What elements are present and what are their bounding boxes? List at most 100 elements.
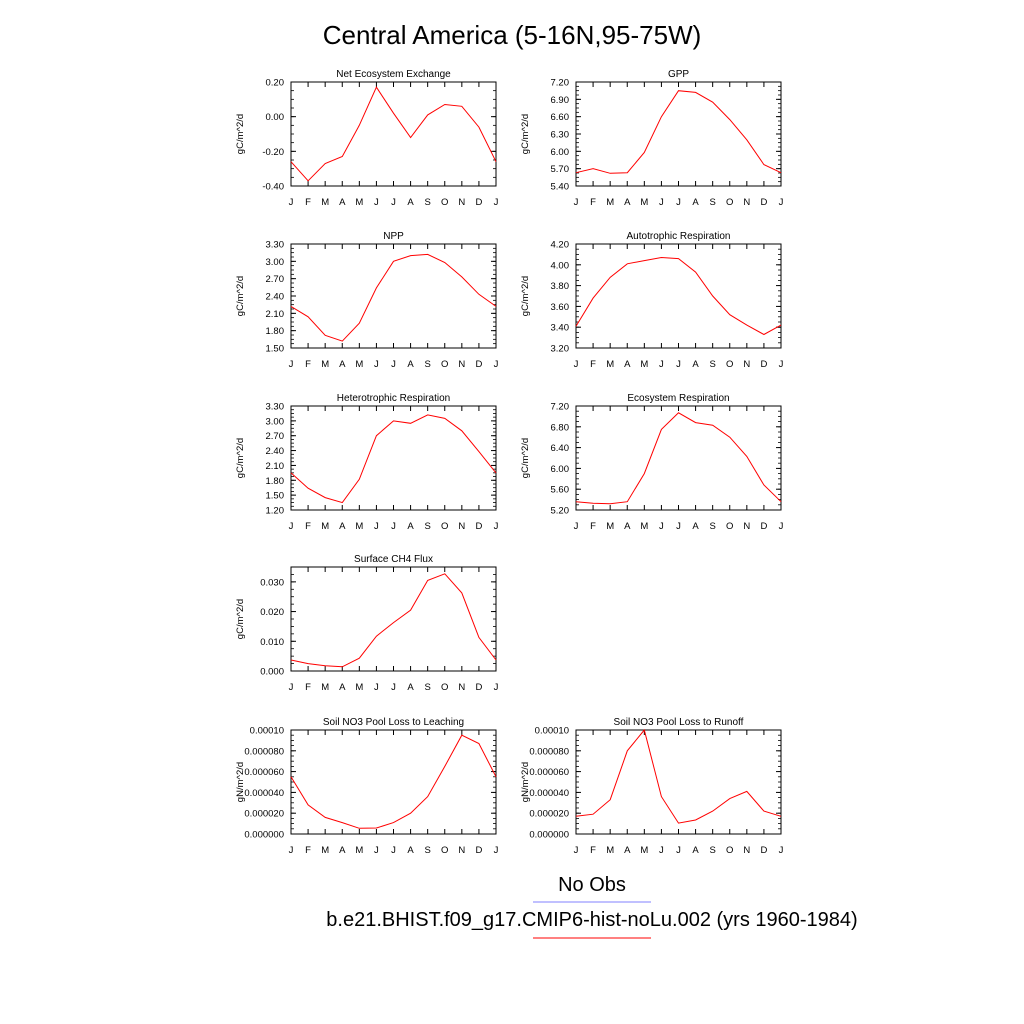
x-tick-label: J xyxy=(494,682,499,693)
x-tick-label: M xyxy=(606,359,614,370)
y-axis-label: gC/m^2/d xyxy=(520,276,531,316)
x-tick-label: N xyxy=(458,359,465,370)
x-tick-label: A xyxy=(407,682,414,693)
series-line xyxy=(290,734,497,829)
y-tick-label: -0.20 xyxy=(262,147,284,158)
series-line xyxy=(290,253,497,342)
panel-title: Surface CH4 Flux xyxy=(354,554,433,565)
y-tick-label: 6.40 xyxy=(551,443,570,454)
x-tick-label: J xyxy=(659,845,664,856)
x-tick-label: S xyxy=(709,521,715,532)
x-tick-label: J xyxy=(289,197,294,208)
x-tick-label: F xyxy=(590,845,596,856)
y-tick-label: -0.40 xyxy=(262,182,284,193)
panel-title: Heterotrophic Respiration xyxy=(337,393,450,404)
x-tick-label: S xyxy=(709,197,715,208)
x-tick-label: M xyxy=(321,845,329,856)
y-tick-label: 2.40 xyxy=(266,292,285,303)
x-tick-label: A xyxy=(624,521,631,532)
y-tick-label: 5.60 xyxy=(551,485,570,496)
y-tick-label: 2.40 xyxy=(266,446,285,457)
y-tick-label: 3.40 xyxy=(551,323,570,334)
y-tick-label: 0.000 xyxy=(260,667,284,678)
x-tick-label: A xyxy=(339,359,346,370)
x-tick-label: S xyxy=(424,197,430,208)
y-tick-label: 3.80 xyxy=(551,281,570,292)
x-tick-label: J xyxy=(676,521,681,532)
x-tick-label: J xyxy=(391,521,396,532)
x-tick-label: S xyxy=(709,359,715,370)
x-tick-label: A xyxy=(339,197,346,208)
x-tick-label: M xyxy=(640,359,648,370)
plot-frame xyxy=(290,243,497,349)
x-tick-label: J xyxy=(676,359,681,370)
x-tick-label: D xyxy=(475,197,482,208)
x-tick-label: D xyxy=(760,359,767,370)
x-tick-label: S xyxy=(424,682,430,693)
y-tick-label: 4.00 xyxy=(551,260,570,271)
x-tick-label: O xyxy=(441,682,448,693)
series-line xyxy=(290,86,497,182)
x-tick-label: J xyxy=(676,197,681,208)
y-tick-label: 0.000060 xyxy=(529,767,569,778)
plot-frame xyxy=(290,81,497,187)
x-tick-label: J xyxy=(374,682,379,693)
x-tick-label: J xyxy=(391,682,396,693)
y-tick-label: 3.30 xyxy=(266,240,285,251)
y-tick-label: 0.000020 xyxy=(244,809,284,820)
y-tick-label: 0.000000 xyxy=(529,830,569,841)
x-tick-label: J xyxy=(574,521,579,532)
x-tick-label: D xyxy=(475,359,482,370)
panel-title: NPP xyxy=(383,231,404,242)
x-tick-label: J xyxy=(374,197,379,208)
y-tick-label: 0.000080 xyxy=(244,746,284,757)
x-tick-label: J xyxy=(494,197,499,208)
series-line xyxy=(575,412,782,505)
y-tick-label: 7.20 xyxy=(551,78,570,89)
x-tick-label: D xyxy=(760,521,767,532)
x-tick-label: S xyxy=(424,521,430,532)
y-tick-label: 6.80 xyxy=(551,422,570,433)
x-tick-label: J xyxy=(391,845,396,856)
y-tick-label: 0.000060 xyxy=(244,767,284,778)
x-tick-label: J xyxy=(374,521,379,532)
x-tick-label: A xyxy=(692,197,699,208)
x-tick-label: A xyxy=(339,521,346,532)
y-tick-label: 6.90 xyxy=(551,95,570,106)
x-tick-label: J xyxy=(574,845,579,856)
panel-title: Soil NO3 Pool Loss to Leaching xyxy=(323,717,464,728)
x-tick-label: A xyxy=(692,359,699,370)
panel-title: GPP xyxy=(668,69,689,80)
x-tick-label: F xyxy=(305,845,311,856)
y-axis-label: gC/m^2/d xyxy=(520,438,531,478)
x-tick-label: M xyxy=(606,521,614,532)
x-tick-label: M xyxy=(355,845,363,856)
y-axis-label: gN/m^2/d xyxy=(520,762,531,802)
plot-frame xyxy=(575,729,782,835)
plot-frame xyxy=(290,405,497,511)
x-tick-label: S xyxy=(709,845,715,856)
x-tick-label: D xyxy=(475,682,482,693)
x-tick-label: A xyxy=(407,521,414,532)
x-tick-label: A xyxy=(407,359,414,370)
y-tick-label: 6.00 xyxy=(551,147,570,158)
series-line xyxy=(575,256,782,336)
x-tick-label: M xyxy=(321,521,329,532)
x-tick-label: D xyxy=(475,521,482,532)
x-tick-label: D xyxy=(760,845,767,856)
y-axis-label: gC/m^2/d xyxy=(235,276,246,316)
y-tick-label: 1.50 xyxy=(266,344,285,355)
x-tick-label: J xyxy=(289,682,294,693)
series-line xyxy=(575,90,782,174)
x-tick-label: M xyxy=(606,197,614,208)
y-tick-label: 2.10 xyxy=(266,461,285,472)
x-tick-label: D xyxy=(475,845,482,856)
x-tick-label: F xyxy=(590,359,596,370)
y-tick-label: 0.00010 xyxy=(250,726,284,737)
